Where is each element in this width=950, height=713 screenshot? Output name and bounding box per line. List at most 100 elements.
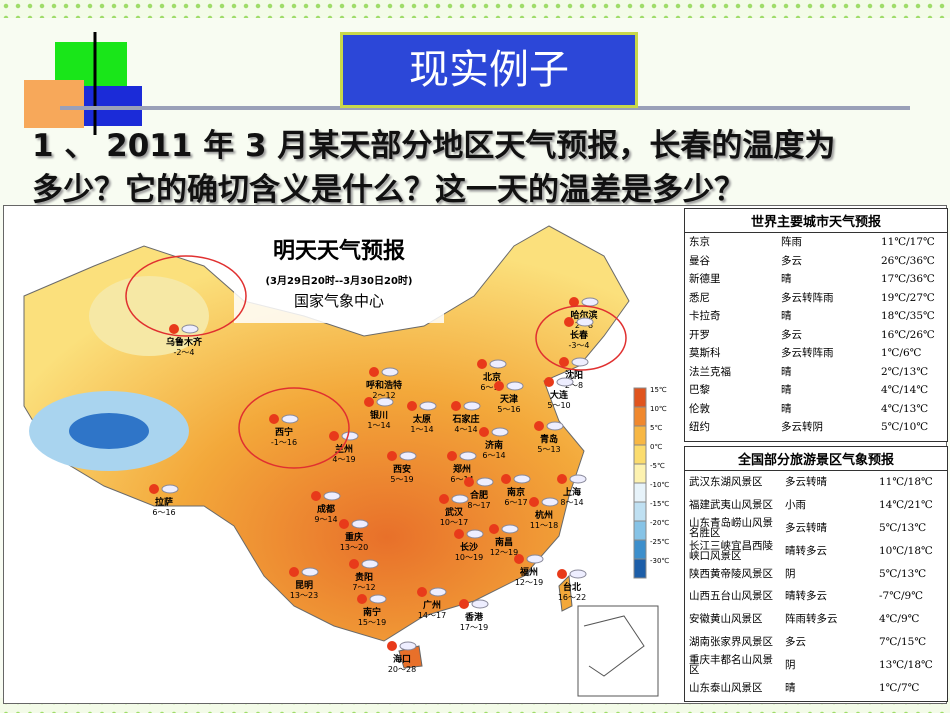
weather-icon — [569, 297, 579, 307]
table-cell: 4℃/14℃ — [881, 384, 929, 397]
city-name: 兰州 — [335, 443, 353, 455]
city-name: 银川 — [370, 409, 388, 421]
weather-icon — [559, 357, 569, 367]
table-cell: 莫斯科 — [689, 347, 721, 360]
city-temp: 1～14 — [367, 421, 390, 430]
table-row: 悉尼 多云转阵雨 19℃/27℃ — [685, 289, 947, 308]
city-temp: 4～19 — [332, 455, 355, 464]
weather-icon — [381, 367, 399, 377]
weather-icon — [301, 567, 319, 577]
table-row: 卡拉奇 晴 18℃/35℃ — [685, 307, 947, 326]
weather-icon — [454, 529, 464, 539]
city-name: 上海 — [563, 486, 581, 498]
table-row: 福建武夷山风景区 小雨 14℃/21℃ — [685, 494, 947, 517]
weather-icon — [399, 641, 417, 651]
legend-swatch — [633, 539, 647, 560]
weather-icon — [501, 474, 511, 484]
city-name: 南京 — [507, 486, 525, 498]
city-name: 海口 — [393, 653, 411, 665]
table-cell: 2℃/13℃ — [881, 365, 929, 378]
weather-icon — [544, 377, 554, 387]
table-row: 安徽黄山风景区 阵雨转多云 4℃/9℃ — [685, 608, 947, 631]
city-temp: 5～13 — [537, 445, 560, 454]
table-cell: 17℃/36℃ — [881, 273, 935, 286]
city-name: 南宁 — [363, 606, 381, 618]
table-cell: 卡拉奇 — [689, 310, 721, 323]
city-name: 青岛 — [540, 433, 558, 445]
city-name: 拉萨 — [155, 496, 173, 508]
weather-icon — [514, 554, 524, 564]
slide-title: 现实例子 — [340, 32, 638, 108]
table-cell: 山西五台山风景区 — [689, 590, 773, 603]
city-temp: 6～17 — [480, 383, 503, 392]
table-cell: 多云转阵雨 — [781, 291, 834, 304]
table-cell: 26℃/36℃ — [881, 254, 935, 267]
highlight-circle — [535, 305, 627, 371]
question: 1 、 2011 年 3 月某天部分地区天气预报，长春的温度为 — [32, 128, 836, 164]
table-row: 开罗 多云 16℃/26℃ — [685, 326, 947, 345]
city-temp: 10～17 — [440, 518, 468, 527]
weather-icon — [161, 484, 179, 494]
weather-icon — [569, 569, 587, 579]
city-temp: 9～14 — [314, 515, 337, 524]
legend-label: 5℃ — [650, 424, 662, 432]
weather-icon — [513, 474, 531, 484]
table-cell: 4℃/13℃ — [881, 402, 929, 415]
weather-icon — [351, 519, 369, 529]
city-name: 贵阳 — [355, 571, 373, 583]
table-cell: 开罗 — [689, 328, 710, 341]
table-cell: 7℃/15℃ — [879, 635, 927, 648]
weather-icon — [349, 559, 359, 569]
city-name: 天津 — [500, 393, 518, 405]
weather-icon — [529, 497, 539, 507]
table-cell: 5℃/13℃ — [879, 567, 927, 580]
table-row: 新德里 晴 17℃/36℃ — [685, 270, 947, 289]
legend-label: -15℃ — [650, 500, 669, 508]
table-cell: -7℃/9℃ — [879, 590, 923, 603]
legend-swatch — [633, 558, 647, 579]
table-cell: 11℃/17℃ — [881, 236, 935, 249]
table-row: 武汉东湖风景区 多云转晴 11℃/18℃ — [685, 471, 947, 494]
city-temp: 6～14 — [450, 475, 473, 484]
weather-icon — [419, 401, 437, 411]
table-cell: 东京 — [689, 236, 710, 249]
table-title: 世界主要城市天气预报 — [685, 209, 947, 233]
city-name: 济南 — [485, 439, 503, 451]
city-temp: 20～28 — [388, 665, 416, 674]
city-temp: 2～12 — [372, 391, 395, 400]
city-temp: 5～10 — [547, 401, 570, 410]
weather-icon — [576, 317, 594, 327]
city-name: 杭州 — [535, 509, 553, 521]
table-cell: 阴 — [785, 567, 796, 580]
table-cell: 10℃/18℃ — [879, 544, 933, 557]
city-temp: 12～19 — [490, 548, 518, 557]
table-cell: 曼谷 — [689, 254, 710, 267]
table-cell: 13℃/18℃ — [879, 658, 933, 671]
table-cell: 阵雨 — [781, 236, 802, 249]
legend-label: 10℃ — [650, 405, 667, 413]
city-temp: 1～14 — [410, 425, 433, 434]
city-name: 昆明 — [295, 580, 313, 591]
weather-icon — [557, 569, 567, 579]
table-row: 巴黎 晴 4℃/14℃ — [685, 381, 947, 400]
city-temp: -2～4 — [173, 348, 194, 357]
weather-icon — [451, 494, 469, 504]
weather-icon — [339, 519, 349, 529]
world-table: 世界主要城市天气预报 东京 阵雨 11℃/17℃ 曼谷 多云 26℃/36℃ 新德里晴 17℃/… — [684, 208, 948, 442]
table-cell: 阴 — [785, 658, 796, 671]
weather-icon — [417, 587, 427, 597]
table-cell: 阵雨转多云 — [785, 613, 838, 626]
city-name: 哈尔滨 — [570, 309, 597, 321]
weather-icon — [477, 359, 487, 369]
legend-swatch — [633, 387, 647, 408]
weather-icon — [289, 567, 299, 577]
table-cell: 福建武夷山风景区 — [689, 499, 773, 512]
city-name: 乌鲁木齐 — [166, 336, 203, 348]
weather-icon — [491, 427, 509, 437]
legend-swatch — [633, 444, 647, 465]
weather-icon — [311, 491, 321, 501]
table-cell: 晴 — [781, 273, 792, 286]
city-name: 北京 — [483, 371, 501, 383]
city-temp: 13～23 — [290, 591, 318, 600]
